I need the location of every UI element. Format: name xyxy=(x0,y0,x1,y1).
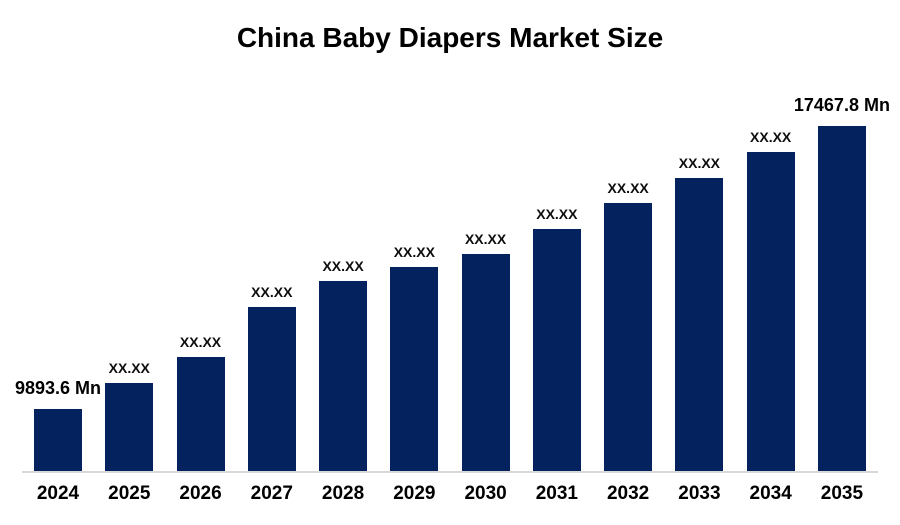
bar-column-2030: XX.XX xyxy=(461,231,510,472)
bar-column-2027: XX.XX xyxy=(247,284,296,472)
bar-column-2035: 17467.8 Mn xyxy=(794,95,890,472)
x-tick-2028: 2028 xyxy=(321,483,365,504)
bar-2029 xyxy=(390,267,439,472)
bar-2033 xyxy=(675,178,724,472)
x-tick-2033: 2033 xyxy=(678,483,721,504)
bar-value-label-2027: XX.XX xyxy=(251,284,293,300)
bar-value-label-2026: XX.XX xyxy=(179,334,222,350)
bar-2027 xyxy=(247,307,296,472)
bar-value-label-2030: XX.XX xyxy=(464,231,507,247)
x-tick-2024: 2024 xyxy=(36,483,80,504)
bar-column-2026: XX.XX xyxy=(176,334,225,472)
bar-value-label-2028: XX.XX xyxy=(322,258,364,274)
bar-column-2032: XX.XX xyxy=(604,180,653,472)
bar-value-label-2025: XX.XX xyxy=(108,360,150,376)
bar-2031 xyxy=(532,229,581,472)
bar-column-2029: XX.XX xyxy=(390,244,439,472)
x-tick-2029: 2029 xyxy=(393,483,436,504)
bar-value-label-2033: XX.XX xyxy=(678,155,721,171)
bar-value-label-2029: XX.XX xyxy=(393,244,435,260)
x-axis-line xyxy=(22,471,878,473)
bar-2025 xyxy=(105,383,154,472)
x-tick-2032: 2032 xyxy=(606,483,650,504)
bar-2034 xyxy=(746,152,795,472)
bar-2035 xyxy=(817,126,866,472)
bar-value-label-2035: 17467.8 Mn xyxy=(793,95,890,115)
bars: 9893.6 Mn XX.XX XX.XX XX.XX XX.XX XX.XX XX.XX X… xyxy=(15,0,890,472)
bar-2030 xyxy=(461,254,510,472)
bar-value-label-2024: 9893.6 Mn xyxy=(14,378,102,398)
bar-column-2025: XX.XX xyxy=(105,360,154,472)
chart-title: China Baby Diapers Market Size xyxy=(236,22,664,53)
bar-column-2024: 9893.6 Mn xyxy=(15,378,101,472)
bar-value-label-2034: XX.XX xyxy=(750,129,792,145)
bar-value-label-2031: XX.XX xyxy=(536,206,578,222)
x-tick-2027: 2027 xyxy=(250,483,293,504)
x-tick-2030: 2030 xyxy=(464,483,507,504)
x-tick-2034: 2034 xyxy=(749,483,792,504)
bar-column-2033: XX.XX xyxy=(675,155,724,472)
x-tick-2031: 2031 xyxy=(535,483,578,504)
bar-column-2031: XX.XX xyxy=(532,206,581,472)
bar-2026 xyxy=(176,357,225,472)
bar-column-2028: XX.XX xyxy=(319,258,368,472)
x-tick-2035: 2035 xyxy=(820,483,864,504)
bar-column-2034: XX.XX xyxy=(746,129,795,472)
bar-2024 xyxy=(34,409,82,472)
bar-value-label-2032: XX.XX xyxy=(607,180,649,196)
x-axis-ticks: 2024 2025 2026 2027 2028 2029 2030 2031 2032 2033… xyxy=(34,483,866,505)
bar-2028 xyxy=(319,281,368,472)
bar-2032 xyxy=(604,203,653,472)
x-tick-2025: 2025 xyxy=(108,483,151,504)
x-tick-2026: 2026 xyxy=(179,483,222,504)
